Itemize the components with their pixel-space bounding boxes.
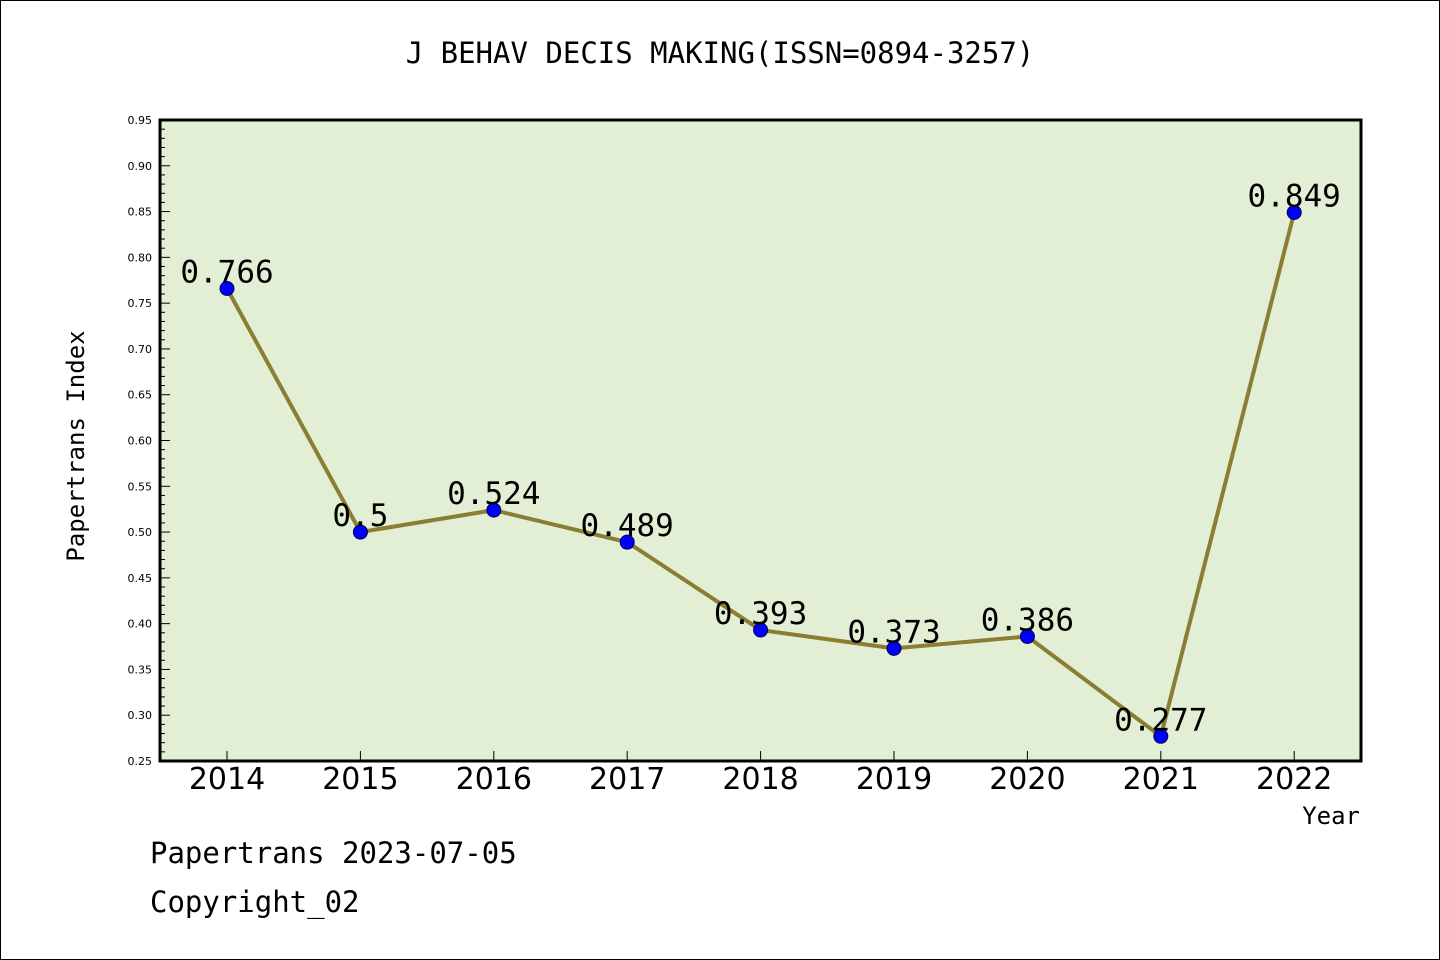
series-layer: 0.766 0.5 0.524 0.489 0.393 0.373 0.386 0.277 0.… bbox=[180, 178, 1341, 744]
x-tick-label: 2014 bbox=[189, 762, 265, 797]
plot-area bbox=[158, 118, 1363, 763]
data-point-2020 bbox=[1019, 628, 1035, 644]
data-point-2014 bbox=[219, 280, 235, 296]
data-label-2022: 0.849 bbox=[1248, 178, 1341, 214]
x-axis-title: Year bbox=[1302, 802, 1360, 830]
data-label-2016: 0.524 bbox=[447, 476, 540, 512]
y-tick-label: 0.95 bbox=[128, 114, 153, 127]
x-tick-label: 2021 bbox=[1123, 762, 1199, 797]
data-label-2018: 0.393 bbox=[714, 596, 807, 632]
y-tick-label: 0.60 bbox=[128, 435, 153, 448]
y-tick-label: 0.25 bbox=[128, 755, 153, 768]
y-tick-label: 0.45 bbox=[128, 572, 153, 585]
y-tick-label: 0.30 bbox=[128, 709, 153, 722]
data-label-2017: 0.489 bbox=[581, 508, 674, 544]
data-point-2017 bbox=[619, 534, 635, 550]
x-tick-label: 2017 bbox=[589, 762, 665, 797]
x-tick-label: 2016 bbox=[456, 762, 532, 797]
y-axis-title: Papertrans Index bbox=[62, 330, 90, 561]
data-point-2016 bbox=[486, 502, 502, 518]
data-label-2020: 0.386 bbox=[981, 602, 1074, 638]
data-label-2019: 0.373 bbox=[847, 614, 940, 650]
footer-copyright: Copyright_02 bbox=[150, 885, 360, 919]
y-tick-label: 0.75 bbox=[128, 297, 153, 310]
y-tick-label: 0.80 bbox=[128, 251, 153, 264]
data-point-2015 bbox=[352, 524, 368, 540]
y-tick-label: 0.70 bbox=[128, 343, 153, 356]
x-tick-label: 2022 bbox=[1256, 762, 1332, 797]
x-tick-label: 2018 bbox=[722, 762, 798, 797]
x-axis: 2014 2015 2016 2017 2018 2019 2020 2021 2022 bbox=[189, 751, 1332, 797]
chart-title: J BEHAV DECIS MAKING(ISSN=0894-3257) bbox=[405, 36, 1035, 70]
y-tick-label: 0.55 bbox=[128, 480, 153, 493]
data-point-2022 bbox=[1286, 204, 1302, 220]
data-point-2018 bbox=[753, 622, 769, 638]
y-tick-label: 0.40 bbox=[128, 618, 153, 631]
data-point-2021 bbox=[1153, 728, 1169, 744]
y-tick-label: 0.85 bbox=[128, 206, 153, 219]
x-tick-label: 2019 bbox=[856, 762, 932, 797]
x-tick-label: 2015 bbox=[322, 762, 398, 797]
footer-date: Papertrans 2023-07-05 bbox=[150, 836, 517, 870]
y-tick-label: 0.90 bbox=[128, 160, 153, 173]
data-label-2021: 0.277 bbox=[1114, 702, 1207, 738]
data-point-2019 bbox=[886, 640, 902, 656]
data-label-2014: 0.766 bbox=[180, 254, 273, 290]
y-tick-label: 0.65 bbox=[128, 389, 153, 402]
y-tick-label: 0.35 bbox=[128, 663, 153, 676]
data-label-2015: 0.5 bbox=[332, 498, 388, 534]
x-tick-label: 2020 bbox=[989, 762, 1065, 797]
y-axis: 0.25 0.30 0.35 0.40 0.45 0.50 0.55 0.60 0.65 0.70… bbox=[128, 114, 170, 768]
y-tick-label: 0.50 bbox=[128, 526, 153, 539]
